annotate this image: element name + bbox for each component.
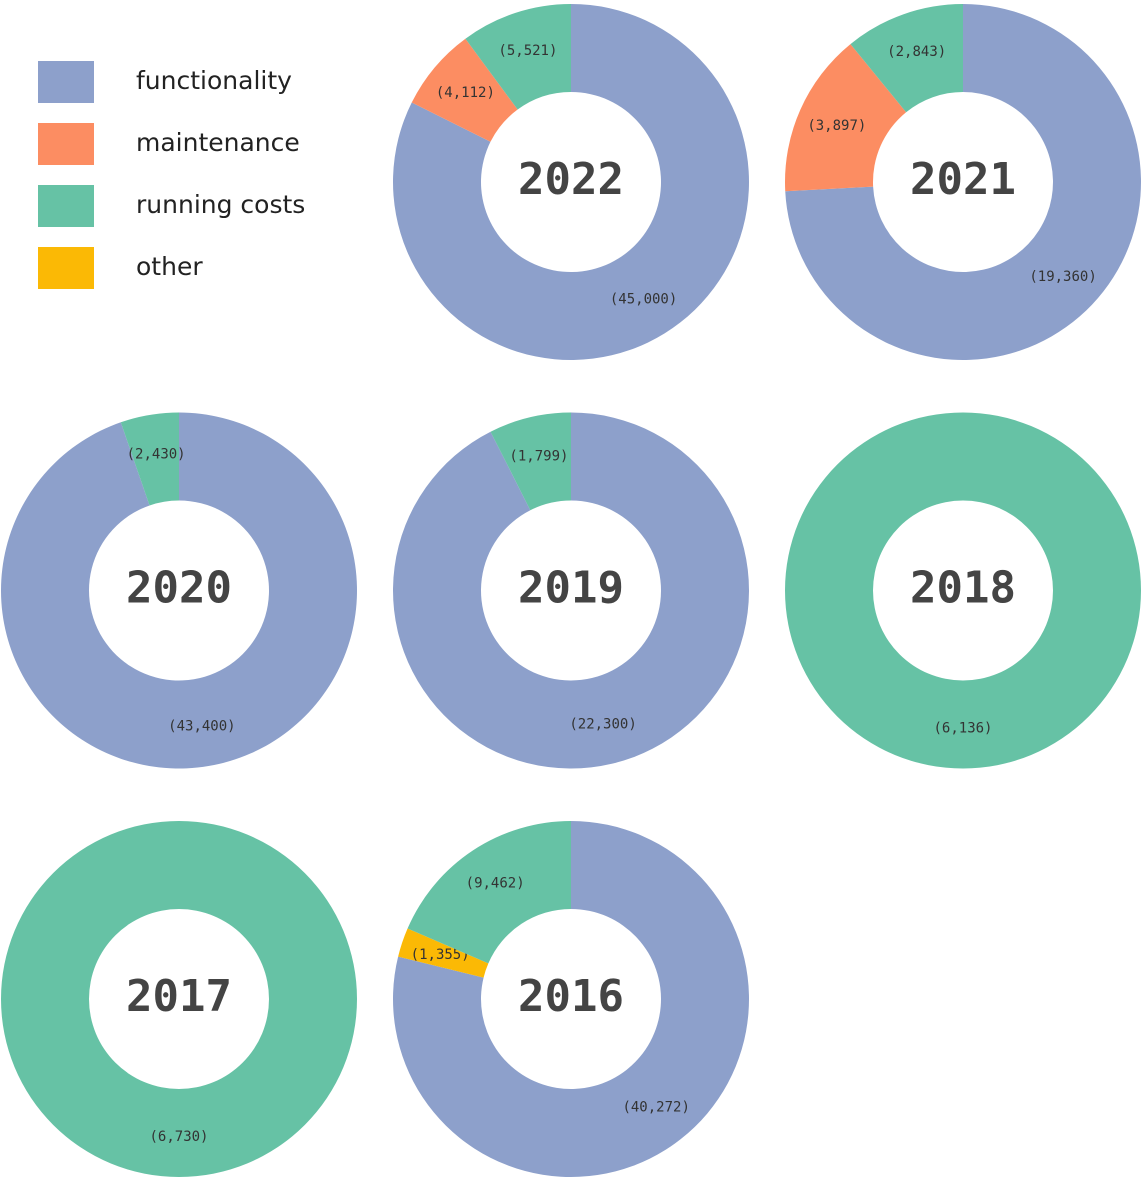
value-label: (19,360): [1029, 269, 1096, 285]
donut-title: 2022: [518, 154, 624, 205]
donut-slice: [850, 4, 963, 113]
donut-title: 2016: [518, 971, 624, 1022]
value-label: (3,897): [807, 118, 866, 134]
value-label: (5,521): [498, 43, 557, 59]
donut-slice: [785, 4, 1141, 360]
donut-slice: [393, 412, 750, 769]
value-label: (4,112): [436, 85, 495, 101]
value-label: (2,843): [887, 44, 946, 60]
value-label: (1,355): [411, 947, 470, 963]
donut-title: 2020: [126, 563, 232, 614]
legend-label: other: [136, 252, 203, 281]
legend-label: maintenance: [136, 128, 300, 157]
value-label: (1,799): [509, 448, 568, 464]
donut-slice: [411, 38, 518, 142]
donut-slice: [407, 821, 571, 964]
donut-slice: [398, 928, 489, 978]
value-label: (6,136): [933, 721, 992, 737]
donut-slice: [120, 412, 179, 506]
value-label: (9,462): [466, 876, 525, 892]
value-label: (45,000): [610, 291, 677, 307]
donut-slice: [393, 821, 749, 1177]
donut-slice: [785, 412, 1141, 769]
legend-swatch: [38, 185, 94, 227]
value-label: (40,272): [622, 1100, 689, 1116]
legend-swatch: [38, 123, 94, 165]
donut-slice: [1, 821, 357, 1177]
donut-title: 2017: [126, 971, 232, 1022]
donut-title: 2019: [518, 563, 624, 614]
legend-swatch: [38, 61, 94, 103]
value-label: (6,730): [149, 1129, 208, 1145]
legend-label: functionality: [136, 66, 292, 95]
donut-slice: [490, 412, 571, 511]
donut-title: 2018: [910, 563, 1016, 614]
value-label: (43,400): [168, 719, 235, 735]
donut-slice: [392, 4, 749, 360]
legend-swatch: [38, 247, 94, 289]
value-label: (22,300): [569, 717, 636, 733]
legend-label: running costs: [136, 190, 305, 219]
donut-title: 2021: [910, 154, 1016, 205]
value-label: (2,430): [127, 446, 186, 462]
donut-slice: [0, 412, 357, 769]
donut-slice: [465, 4, 571, 110]
donut-slice: [784, 44, 907, 192]
